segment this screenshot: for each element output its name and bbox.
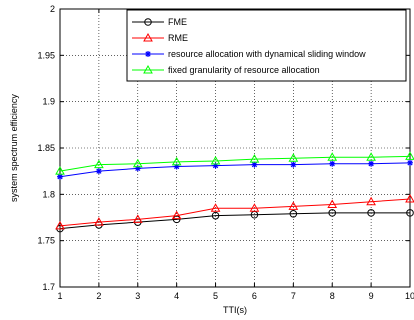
data-point [134, 165, 141, 172]
data-point [368, 160, 375, 167]
legend-label: FME [168, 17, 187, 27]
data-point [143, 32, 153, 42]
data-point [145, 51, 151, 57]
data-point [57, 173, 63, 180]
data-point [171, 156, 182, 166]
series-2 [55, 193, 414, 230]
legend-item: RME [132, 32, 188, 43]
data-point [55, 166, 65, 175]
data-point [95, 168, 102, 175]
legend-label: RME [168, 33, 188, 43]
axis-ticks: 1 2 3 4 5 6 7 8 9 10 1.7 1.75 1.8 1.85 1.9 1.95 2 [37, 4, 414, 301]
data-point [405, 151, 414, 160]
legend: FME RME resource allocation with dynamical… [126, 9, 407, 82]
legend-item: resource allocation with dynamical slidi… [132, 49, 366, 59]
x-tick-label: 2 [96, 291, 101, 301]
data-point [289, 209, 298, 218]
data-point [132, 214, 143, 223]
data-point [406, 209, 414, 217]
data-point [144, 18, 152, 26]
legend-box [126, 9, 407, 82]
data-point [94, 159, 104, 169]
y-tick-label: 1.9 [42, 97, 55, 107]
data-point [55, 220, 65, 230]
data-point [366, 152, 376, 161]
data-point [210, 203, 221, 212]
series-line [59, 155, 411, 172]
y-tick-label: 1.95 [37, 50, 55, 60]
series-line [59, 212, 410, 230]
data-point [327, 199, 338, 209]
data-point [212, 162, 219, 169]
data-point [171, 210, 182, 220]
legend-item: FME [132, 17, 187, 27]
data-point [132, 158, 143, 168]
data-point [367, 209, 375, 217]
x-tick-label: 10 [405, 291, 414, 301]
x-tick-label: 7 [291, 291, 296, 301]
data-point [328, 209, 337, 217]
legend-item: fixed granularity of resource allocation [132, 64, 320, 75]
series-line [59, 162, 411, 178]
x-tick-label: 8 [330, 291, 335, 301]
data-point [249, 203, 260, 212]
y-tick-label: 1.8 [42, 189, 55, 199]
legend-label: fixed granularity of resource allocation [168, 65, 320, 75]
data-point [210, 155, 221, 165]
data-point [211, 211, 220, 220]
x-tick-label: 6 [252, 291, 257, 301]
x-tick-label: 1 [57, 291, 62, 301]
data-point [290, 161, 297, 168]
x-axis-label: TTI(s) [223, 305, 247, 315]
data-point [288, 153, 299, 162]
data-point [251, 161, 258, 168]
data-point [407, 159, 413, 166]
data-point [327, 152, 338, 161]
series-3 [57, 159, 413, 180]
series-4 [55, 151, 414, 175]
x-tick-label: 3 [135, 291, 140, 301]
x-tick-label: 4 [174, 291, 179, 301]
series-group [55, 151, 414, 233]
legend-label: resource allocation with dynamical slidi… [168, 49, 366, 59]
data-point [94, 217, 104, 226]
y-axis-label: system spectrum efficiency [9, 94, 19, 202]
data-point [405, 193, 414, 203]
y-tick-label: 2 [50, 4, 55, 14]
data-point [366, 196, 376, 206]
data-point [288, 201, 299, 210]
series-line [59, 198, 411, 227]
data-point [173, 163, 180, 170]
x-tick-label: 9 [369, 291, 374, 301]
y-tick-label: 1.7 [42, 282, 55, 292]
x-tick-label: 5 [213, 291, 218, 301]
y-tick-label: 1.85 [37, 143, 55, 153]
data-point [329, 160, 336, 167]
y-tick-label: 1.75 [37, 236, 55, 246]
data-point [249, 154, 260, 163]
data-point [143, 64, 153, 74]
